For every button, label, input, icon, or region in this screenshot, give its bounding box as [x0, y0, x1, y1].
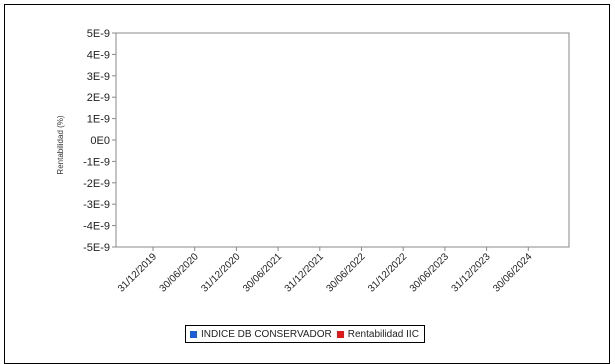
x-tick-label: 30/06/2021 — [241, 251, 284, 294]
y-tick-label: -4E-9 — [83, 221, 110, 233]
y-tick-label: -3E-9 — [83, 199, 110, 211]
y-tick-label: -1E-9 — [83, 156, 110, 168]
x-tick-label: 31/12/2020 — [199, 251, 242, 294]
x-tick-label: 30/06/2022 — [324, 251, 367, 294]
y-axis-ticks: 5E-9 4E-9 3E-9 2E-9 1E-9 0E0 -1E-9 -2E-9 -3E-9 -4… — [83, 28, 116, 254]
y-axis-title: Rentabilidad (%) — [56, 115, 65, 174]
y-tick-label: 1E-9 — [87, 114, 110, 126]
x-tick-label: 31/12/2021 — [283, 251, 326, 294]
y-tick-label: 5E-9 — [87, 28, 110, 40]
x-axis-ticks: 31/12/201930/06/202031/12/202030/06/2021… — [116, 247, 535, 295]
x-tick-label: 31/12/2023 — [450, 251, 493, 294]
legend-swatch-blue — [190, 330, 197, 338]
y-tick-label: -2E-9 — [83, 178, 110, 190]
x-tick-label: 30/06/2020 — [158, 251, 201, 294]
legend-label: INDICE DB CONSERVADOR — [201, 328, 332, 340]
chart-svg: Rentabilidad (%) 5E-9 4E-9 3E-9 2E-9 1E-9 0E0… — [56, 28, 570, 295]
chart-container: Rentabilidad (%) 5E-9 4E-9 3E-9 2E-9 1E-9 0E0… — [4, 4, 610, 364]
legend-item: INDICE DB CONSERVADOR — [190, 329, 332, 340]
legend-label: Rentabilidad IIC — [347, 328, 419, 340]
legend-swatch-red — [336, 330, 344, 338]
x-tick-label: 30/06/2023 — [408, 251, 451, 294]
y-tick-label: 0E0 — [90, 135, 110, 147]
legend: INDICE DB CONSERVADOR Rentabilidad IIC — [185, 325, 425, 343]
x-tick-label: 30/06/2024 — [491, 251, 534, 294]
x-tick-label: 31/12/2019 — [116, 251, 159, 294]
y-tick-label: -5E-9 — [83, 242, 110, 254]
y-tick-label: 2E-9 — [87, 92, 110, 104]
x-tick-label: 31/12/2022 — [366, 251, 409, 294]
y-tick-label: 4E-9 — [87, 49, 110, 61]
plot-area — [115, 32, 570, 248]
legend-item: Rentabilidad IIC — [336, 328, 419, 340]
y-tick-label: 3E-9 — [87, 71, 110, 83]
